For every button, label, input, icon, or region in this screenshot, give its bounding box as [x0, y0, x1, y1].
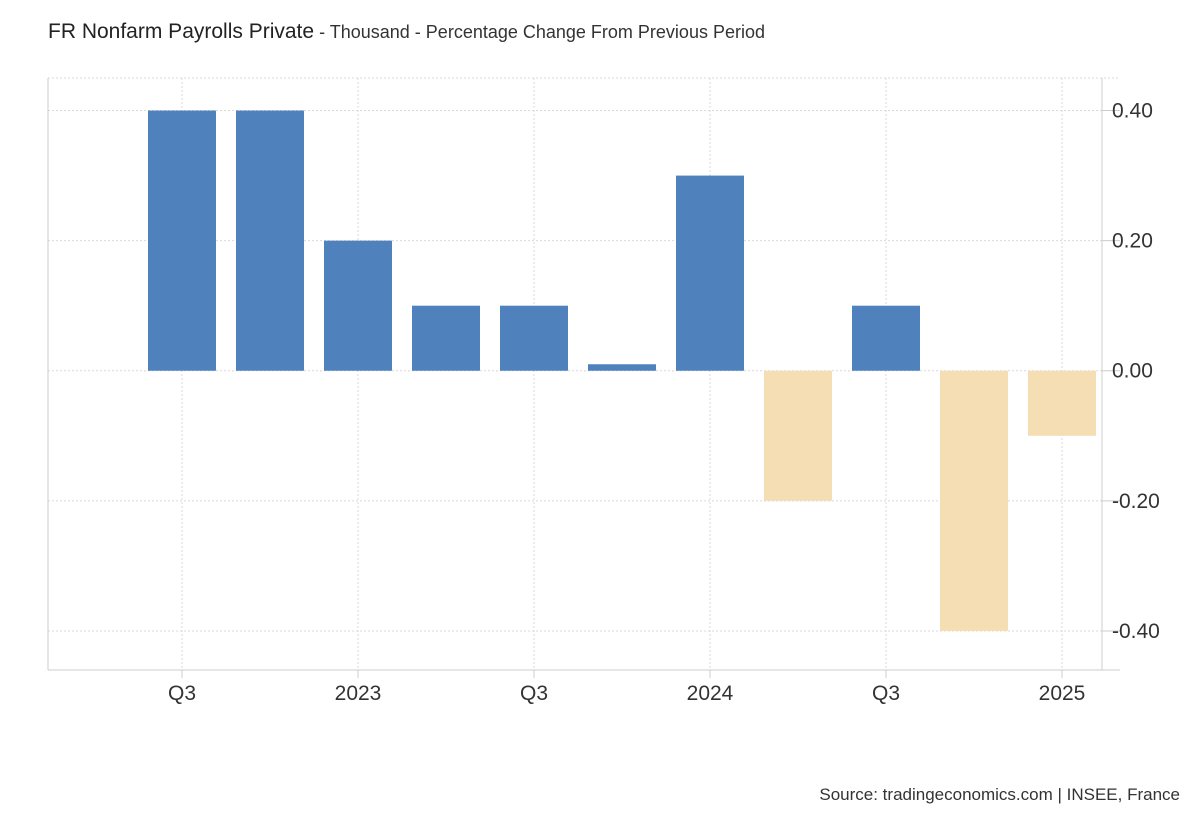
chart-title-subtitle: - Thousand - Percentage Change From Prev…	[314, 22, 765, 42]
bar-2024-q1[interactable]	[676, 175, 744, 371]
bar-2025-q1[interactable]	[1028, 370, 1096, 436]
x-tick-label: 2025	[1039, 682, 1086, 705]
y-tick-label: 0.00	[1112, 360, 1153, 383]
y-tick-label: -0.40	[1112, 620, 1160, 643]
x-tick-label: Q3	[520, 682, 548, 705]
bar-2022-q3[interactable]	[148, 110, 216, 371]
bar-2023-q2[interactable]	[412, 305, 480, 371]
y-tick-label: 0.20	[1112, 230, 1153, 253]
bar-2024-q2[interactable]	[764, 370, 832, 501]
bar-2024-q4[interactable]	[940, 370, 1008, 631]
chart-title-main: FR Nonfarm Payrolls Private	[48, 20, 315, 43]
tick-labels: 0.40 0.20 0.00 -0.20 -0.40 Q3 2023 Q3 2024 Q3 2025	[168, 100, 1160, 705]
source-credit: Source: tradingeconomics.com | INSEE, Fr…	[819, 785, 1180, 804]
x-tick-label: Q3	[872, 682, 900, 705]
axes	[47, 78, 1120, 678]
x-tick-label: 2023	[335, 682, 382, 705]
bar-2024-q3[interactable]	[852, 305, 920, 371]
chart-title: FR Nonfarm Payrolls Private - Thousand -…	[48, 20, 765, 44]
bar-2023-q3[interactable]	[500, 305, 568, 371]
bars	[148, 110, 1096, 631]
y-tick-label: 0.40	[1112, 100, 1153, 123]
y-tick-label: -0.20	[1112, 490, 1160, 513]
bar-2023-q1[interactable]	[324, 240, 392, 371]
x-tick-label: 2024	[687, 682, 734, 705]
grid-lines	[48, 77, 1120, 670]
bar-2022-q4[interactable]	[236, 110, 304, 371]
bar-2023-q4[interactable]	[588, 364, 656, 371]
x-tick-label: Q3	[168, 682, 196, 705]
